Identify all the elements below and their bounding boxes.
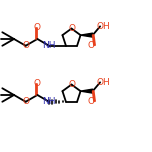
Text: O: O — [68, 80, 75, 89]
Polygon shape — [81, 89, 93, 93]
Text: OH: OH — [96, 78, 110, 87]
Text: O: O — [22, 41, 29, 50]
Text: OH: OH — [96, 22, 110, 31]
Text: O: O — [87, 97, 94, 106]
Text: O: O — [34, 79, 41, 88]
Text: O: O — [22, 97, 29, 106]
Text: O: O — [87, 41, 94, 50]
Text: NH: NH — [42, 41, 56, 50]
Polygon shape — [81, 33, 93, 37]
Text: NH: NH — [42, 97, 56, 106]
Text: O: O — [68, 24, 75, 33]
Text: O: O — [34, 23, 41, 32]
